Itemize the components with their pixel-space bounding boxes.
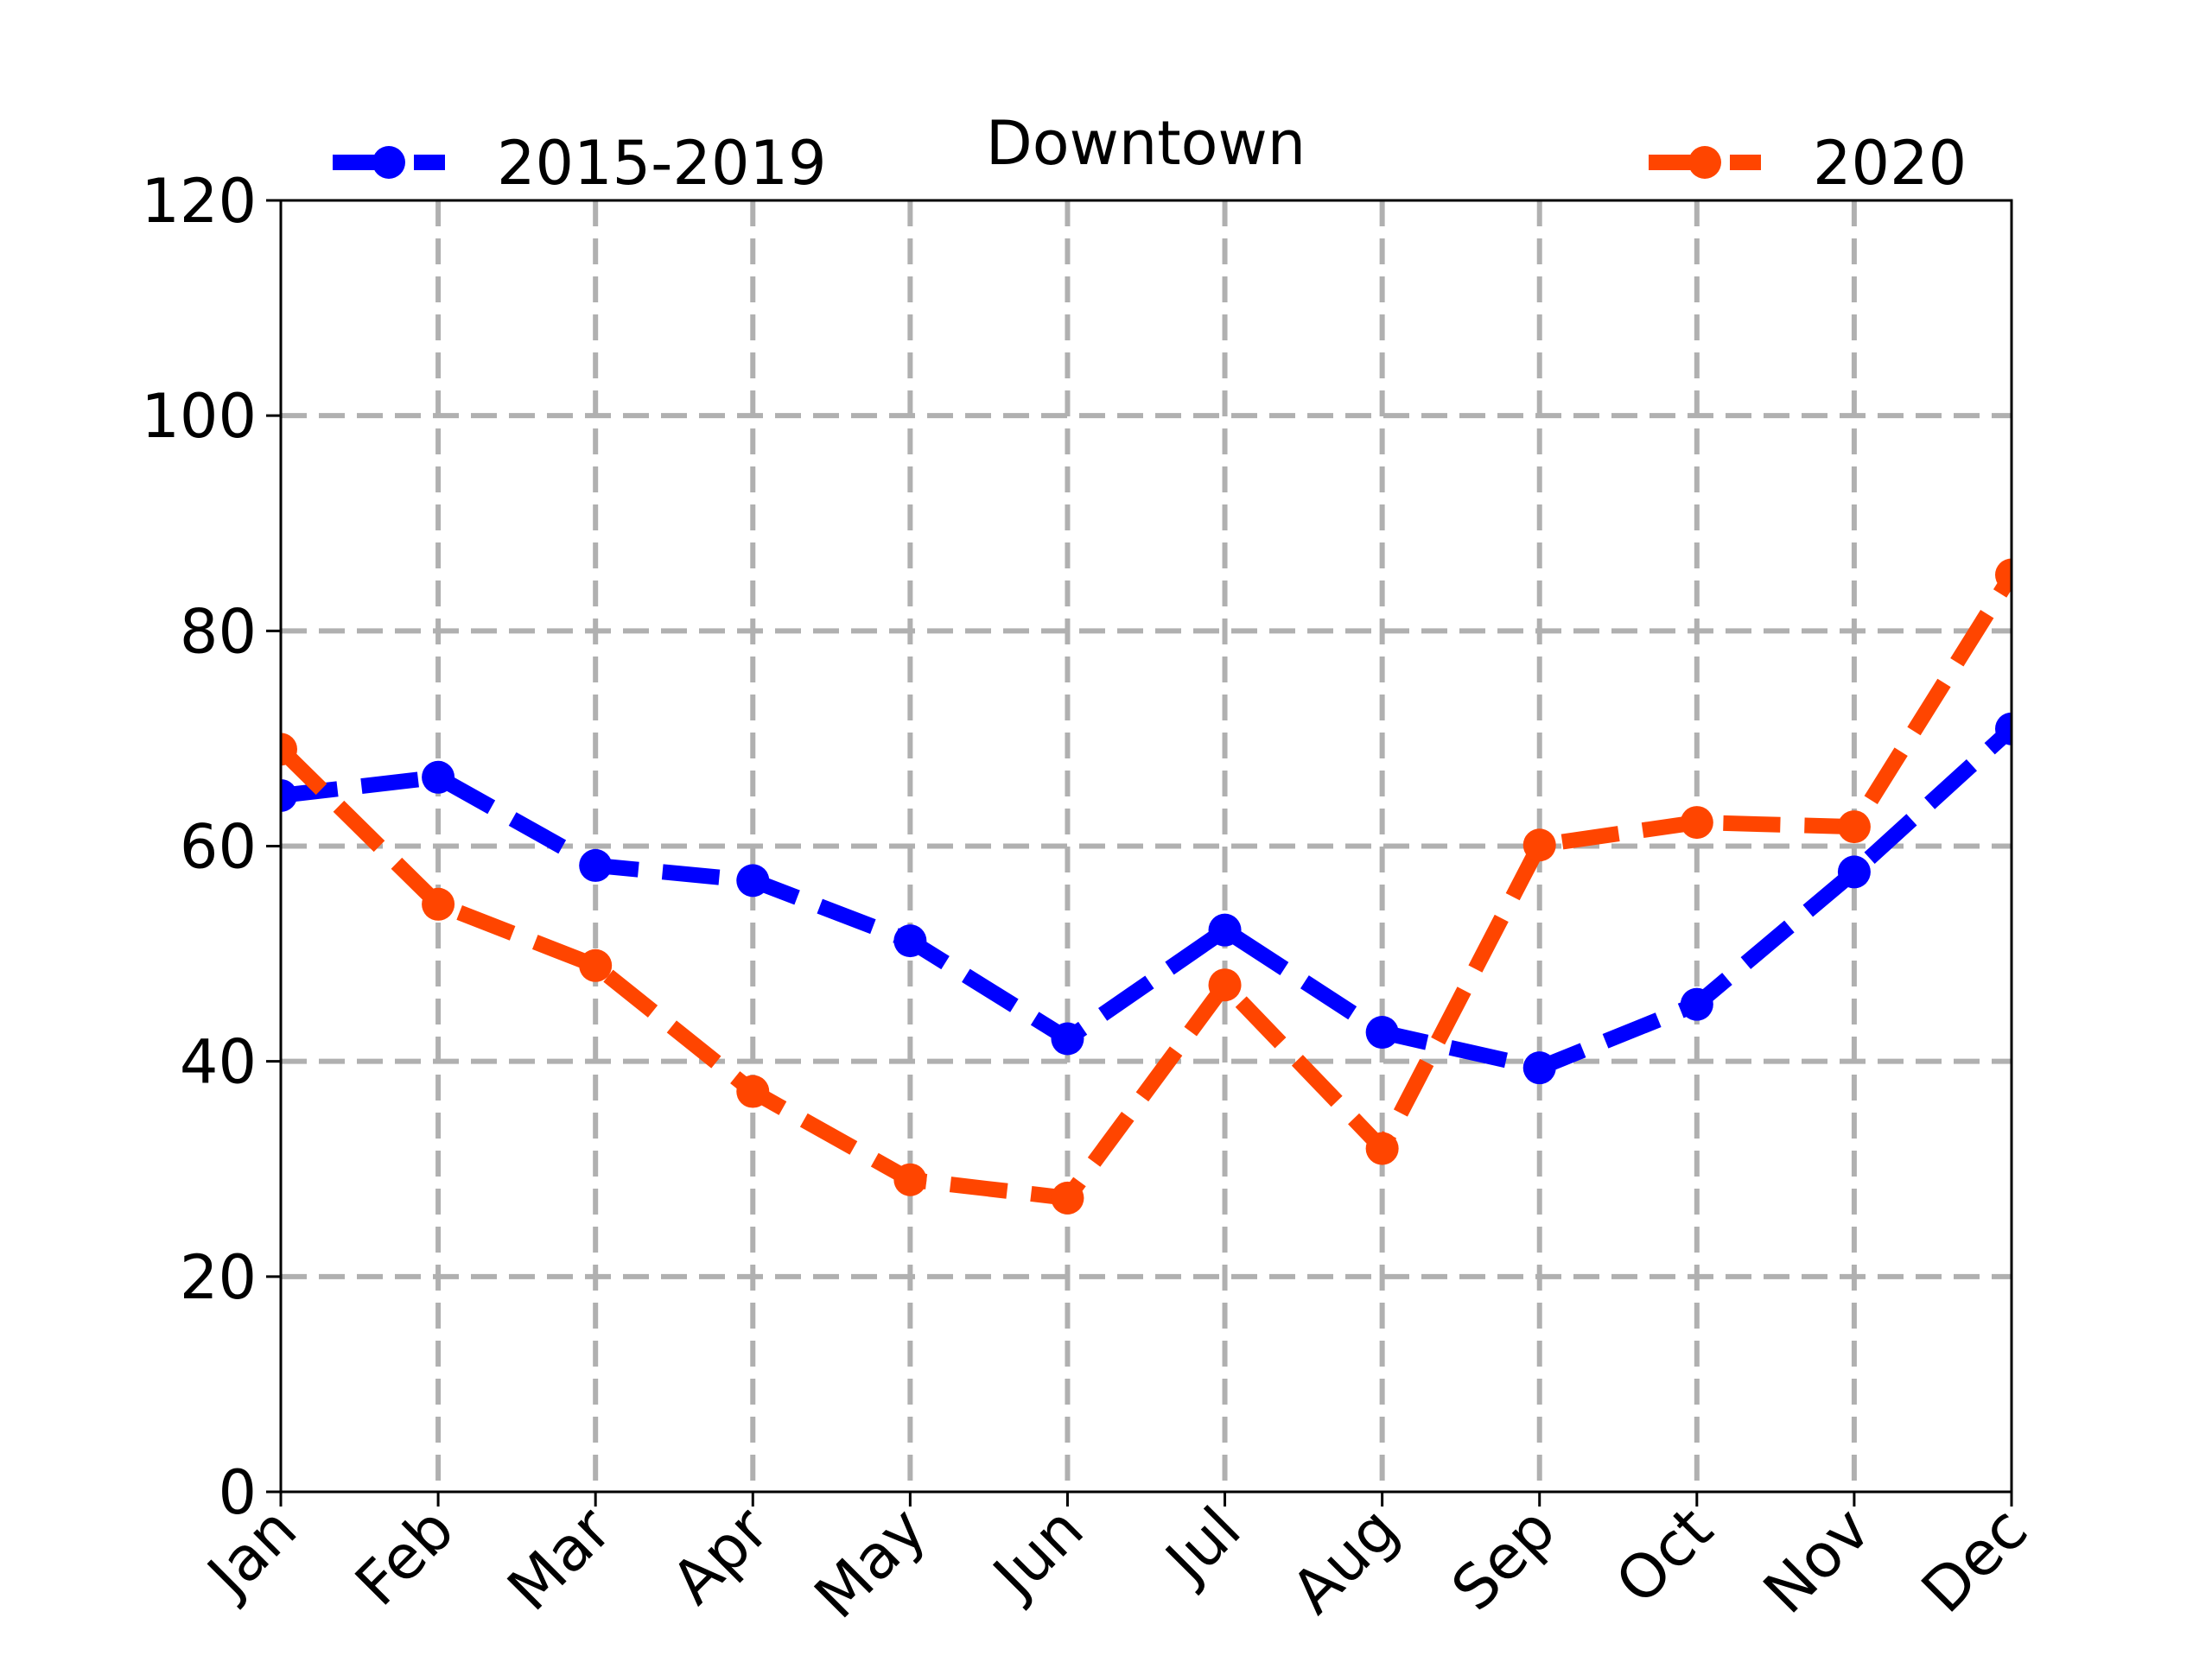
- series-point-0: [281, 778, 297, 812]
- x-tick-label: Mar: [494, 1494, 626, 1625]
- series-point-0: [893, 924, 927, 958]
- series-line-0: [281, 723, 2012, 1076]
- series-point-0: [1051, 1022, 1084, 1056]
- legend-label: 2020: [1813, 128, 1967, 199]
- x-tick-label: Jul: [1150, 1494, 1255, 1598]
- plot-frame: [279, 199, 2013, 1494]
- series-point-0: [422, 760, 455, 794]
- x-tick-label: Aug: [1278, 1494, 1412, 1627]
- legend-label: 2015-2019: [497, 128, 827, 199]
- series-point-0: [736, 864, 770, 898]
- series-point-1: [281, 733, 297, 766]
- x-tick-label: Oct: [1602, 1494, 1726, 1618]
- series-point-1: [579, 948, 613, 982]
- series-layer: [281, 558, 2012, 1215]
- series-line-1: [281, 570, 2012, 1206]
- series-point-0: [579, 848, 613, 882]
- y-tick-label: 100: [141, 381, 257, 452]
- chart-title: Downtown: [986, 108, 1306, 179]
- y-tick-label: 20: [180, 1242, 257, 1313]
- series-point-0: [1365, 1016, 1399, 1050]
- x-axis: Jan Feb Mar Apr May Jun Jul Aug Sep Oct Nov Dec: [192, 1492, 2041, 1632]
- series-point-1: [1208, 968, 1242, 1002]
- series-point-0: [1680, 987, 1713, 1021]
- legend-swatch-marker: [1688, 146, 1721, 179]
- y-tick-label: 120: [141, 166, 257, 237]
- series-point-1: [1837, 810, 1871, 844]
- y-tick-label: 80: [180, 596, 257, 667]
- legend-entry: 2020: [1649, 128, 1967, 199]
- series-point-1: [1365, 1132, 1399, 1165]
- legend: 2015-2019 2020: [333, 128, 1967, 199]
- x-tick-label: May: [801, 1494, 939, 1632]
- series-point-1: [422, 887, 455, 921]
- y-tick-label: 0: [218, 1457, 257, 1528]
- x-tick-label: Jun: [977, 1494, 1096, 1613]
- series-point-0: [1208, 913, 1242, 947]
- x-tick-label: Sep: [1438, 1494, 1568, 1624]
- x-tick-label: Apr: [658, 1494, 783, 1618]
- series-point-0: [1522, 1051, 1556, 1085]
- y-tick-label: 40: [180, 1027, 257, 1098]
- y-axis: 0 20 40 60 80 100 120: [141, 166, 281, 1528]
- series-point-1: [1680, 806, 1713, 840]
- series-point-0: [1995, 712, 2012, 745]
- legend-entry: 2015-2019: [333, 128, 827, 199]
- legend-swatch-marker: [372, 146, 405, 179]
- series-point-1: [1051, 1181, 1084, 1215]
- series-point-1: [736, 1075, 770, 1108]
- series-point-1: [1995, 558, 2012, 592]
- series-point-1: [893, 1163, 927, 1196]
- y-tick-label: 60: [180, 812, 257, 883]
- x-tick-label: Nov: [1750, 1494, 1884, 1627]
- x-tick-label: Jan: [192, 1494, 310, 1612]
- series-point-1: [1522, 828, 1556, 862]
- x-tick-label: Feb: [341, 1494, 467, 1620]
- x-tick-label: Dec: [1908, 1494, 2041, 1627]
- grid: [281, 200, 2012, 1492]
- series-clip: [281, 558, 2012, 1215]
- series-point-0: [1837, 855, 1871, 889]
